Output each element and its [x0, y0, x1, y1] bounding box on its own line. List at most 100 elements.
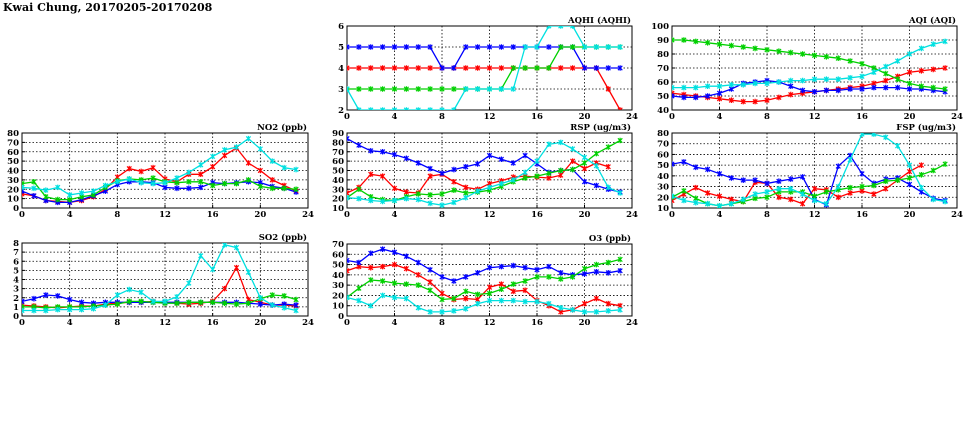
series-1	[672, 152, 948, 208]
data-point	[811, 76, 818, 82]
data-point	[800, 87, 806, 94]
data-point	[451, 166, 457, 173]
data-point	[498, 180, 504, 187]
data-point	[498, 156, 504, 163]
data-point	[617, 256, 623, 263]
y-tick-label: 50	[7, 157, 19, 167]
data-point	[847, 75, 853, 81]
data-point	[90, 188, 97, 194]
data-point	[380, 86, 386, 92]
data-point	[605, 270, 611, 276]
data-point	[368, 148, 374, 154]
y-tick-label: 50	[657, 161, 669, 171]
data-point	[672, 84, 675, 91]
data-point	[800, 200, 806, 207]
data-point	[463, 65, 469, 71]
data-point	[486, 297, 493, 304]
data-point	[186, 178, 192, 185]
data-point	[475, 270, 481, 276]
x-tick-label: 12	[809, 210, 821, 220]
data-point	[293, 296, 299, 303]
data-point	[728, 82, 734, 88]
data-point	[906, 175, 913, 181]
data-point	[788, 176, 794, 182]
data-point	[716, 193, 723, 200]
data-point	[221, 285, 228, 292]
data-point	[347, 65, 350, 71]
data-point	[522, 287, 528, 294]
data-point	[558, 26, 564, 29]
data-point	[380, 292, 386, 299]
x-tick-label: 16	[207, 210, 219, 220]
data-point	[55, 293, 61, 299]
data-point	[581, 265, 588, 272]
data-point	[347, 294, 350, 301]
data-point	[681, 84, 687, 91]
x-tick-label: 24	[302, 210, 314, 220]
data-point	[245, 300, 252, 307]
data-point	[835, 163, 841, 170]
data-point	[705, 200, 711, 207]
data-point	[705, 166, 711, 173]
data-point	[463, 274, 469, 280]
data-point	[257, 301, 263, 307]
data-point	[427, 65, 433, 71]
data-point	[293, 186, 299, 193]
data-point	[31, 185, 37, 192]
data-point	[617, 107, 623, 110]
x-tick-label: 0	[669, 112, 675, 122]
data-point	[617, 267, 623, 274]
data-point	[605, 184, 611, 191]
series-line	[672, 39, 946, 90]
data-point	[764, 80, 770, 87]
data-point	[883, 70, 889, 77]
data-point	[859, 133, 865, 137]
data-point	[546, 65, 552, 71]
data-point	[293, 302, 299, 308]
data-point	[883, 63, 889, 70]
data-point	[475, 291, 481, 298]
data-point	[451, 65, 457, 71]
data-point	[210, 299, 216, 306]
data-point	[186, 280, 192, 286]
data-point	[716, 41, 723, 47]
y-tick-label: 30	[657, 183, 669, 193]
x-tick-label: 4	[392, 112, 398, 122]
data-point	[67, 306, 73, 313]
data-point	[693, 84, 699, 91]
y-tick-label: 10	[332, 204, 344, 214]
data-point	[716, 203, 723, 208]
y-tick-label: 40	[332, 271, 344, 281]
y-tick-label: 40	[332, 176, 344, 186]
data-point	[439, 290, 445, 297]
data-point	[233, 301, 240, 307]
data-point	[835, 76, 841, 82]
data-point	[78, 306, 85, 313]
data-point	[439, 107, 445, 110]
data-point	[22, 184, 25, 191]
data-point	[693, 199, 699, 206]
data-point	[522, 65, 528, 71]
data-point	[930, 41, 936, 47]
x-tick-label: 8	[764, 210, 770, 220]
data-point	[871, 84, 877, 91]
x-tick-label: 20	[254, 318, 266, 328]
x-tick-label: 16	[531, 318, 543, 328]
data-point	[906, 69, 913, 75]
x-tick-label: 24	[951, 210, 963, 220]
data-point	[427, 44, 433, 50]
data-point	[570, 307, 576, 313]
data-point	[895, 177, 901, 183]
data-point	[403, 195, 409, 202]
data-point	[427, 173, 433, 179]
data-point	[356, 186, 362, 193]
data-point	[427, 192, 433, 198]
y-tick-label: 40	[657, 172, 669, 182]
data-point	[415, 304, 421, 311]
y-tick-label: 30	[332, 281, 344, 291]
y-tick-label: 1	[13, 303, 19, 313]
data-point	[162, 184, 168, 191]
data-point	[835, 87, 841, 94]
data-point	[415, 196, 421, 203]
data-point	[918, 45, 924, 52]
